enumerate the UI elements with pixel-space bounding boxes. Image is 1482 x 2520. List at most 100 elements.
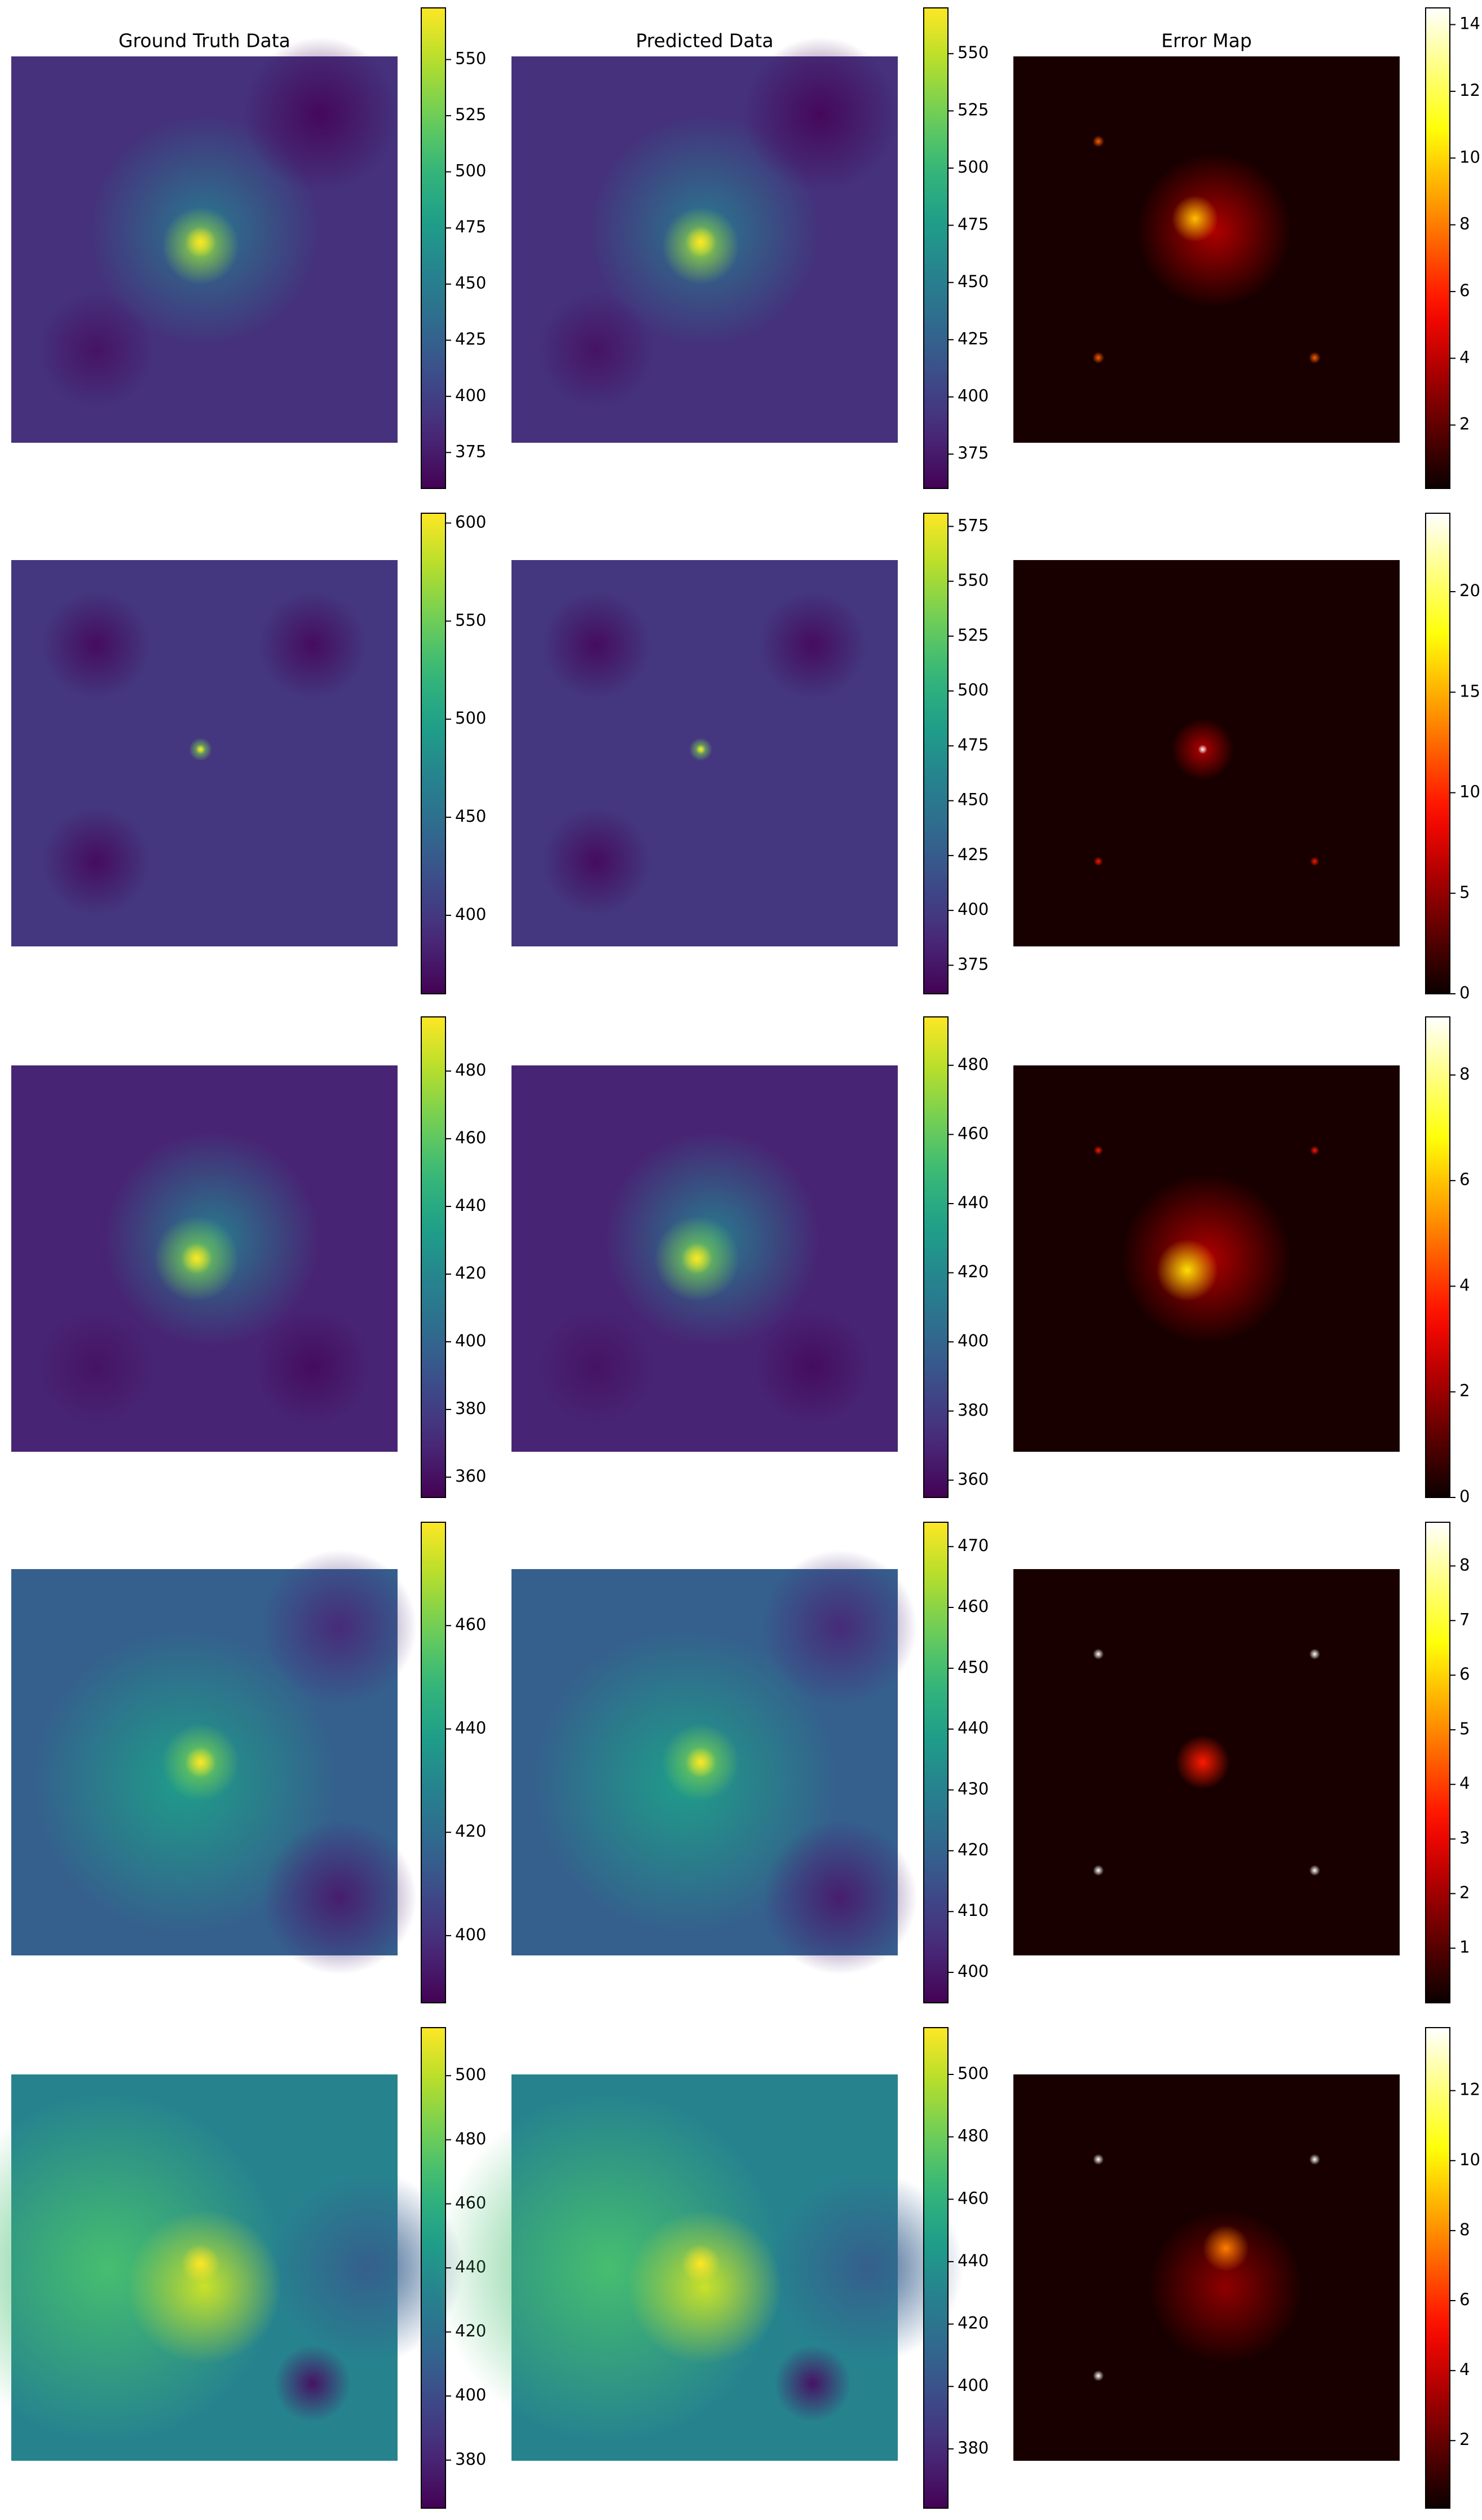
colorbar-tick-label: 575 [958, 516, 989, 535]
heatmap-feature [681, 2244, 720, 2283]
colorbar-tick-label: 600 [455, 512, 486, 531]
colorbar-tick-label: 380 [455, 2449, 486, 2469]
heatmap-feature [1093, 1146, 1103, 1155]
heatmap [0, 2074, 464, 2461]
colorbar-tick-label: 3 [1459, 1829, 1470, 1848]
heatmap-feature [1156, 1239, 1219, 1301]
colorbar-tick-label: 500 [958, 2064, 989, 2083]
colorbar-tick-label: 420 [958, 1840, 989, 1859]
heatmap-feature [1092, 352, 1104, 364]
colorbar-tick-label: 440 [958, 2251, 989, 2270]
colorbar-tick-label: 460 [455, 1128, 486, 1147]
colorbar-tick-label: 0 [1459, 983, 1470, 1002]
heatmap-feature [1093, 2370, 1104, 2381]
colorbar-tick-label: 480 [958, 2126, 989, 2145]
colorbar-tick-label: 450 [958, 272, 989, 291]
heatmap [511, 1549, 918, 1975]
colorbar-tick-label: 7 [1459, 1610, 1470, 1629]
heatmap-feature [542, 591, 651, 699]
heatmap-feature [762, 1549, 918, 1704]
colorbar-tick-label: 450 [958, 790, 989, 809]
heatmap-feature [1309, 1865, 1320, 1876]
colorbar-tick-label: 425 [455, 329, 486, 349]
subplot: 400 410 420 430 440 450 460 470 [511, 1522, 989, 2003]
heatmap-feature [1093, 1865, 1104, 1876]
colorbar-tick-label: 480 [958, 1055, 989, 1074]
heatmap-feature [1309, 2154, 1320, 2165]
colorbar-tick-label: 4 [1459, 347, 1470, 367]
colorbar-tick-label: 450 [455, 274, 486, 293]
heatmap-feature [685, 226, 717, 258]
colorbar-tick-label: 425 [958, 845, 989, 864]
heatmap-feature [681, 1243, 713, 1274]
colorbar-tick-label: 500 [455, 708, 486, 728]
colorbar-tick-label: 400 [958, 1962, 989, 1981]
colorbar-tick-label: 400 [455, 1925, 486, 1944]
heatmap-feature [743, 37, 898, 192]
colorbar-tick-label: 400 [455, 905, 486, 924]
colorbar-tick-label: 2 [1459, 415, 1470, 434]
colorbar-tick-label: 20 [1459, 581, 1480, 600]
colorbar-tick-label: 8 [1459, 214, 1470, 234]
heatmap-feature [758, 591, 867, 699]
colorbar-tick-label: 420 [455, 1822, 486, 1841]
colorbar-tick-label: 420 [455, 1263, 486, 1283]
heatmap [1013, 560, 1400, 946]
heatmap [434, 2074, 964, 2461]
subplot: 0 2 4 6 8 [1013, 1016, 1470, 1506]
subplot-title: Predicted Data [636, 30, 773, 52]
colorbar-tick-label: 460 [958, 1597, 989, 1616]
heatmap [11, 37, 398, 443]
colorbar-tick-label: 360 [455, 1466, 486, 1486]
heatmap-feature [1309, 1649, 1320, 1660]
colorbar-tick-label: 0 [1459, 1487, 1470, 1506]
heatmap-feature [185, 1747, 217, 1778]
heatmap-feature [181, 1243, 213, 1274]
heatmap-feature [685, 1747, 717, 1778]
subplot: 375 400 425 450 475 500 525 550 575 [511, 513, 989, 994]
colorbar-tick-label: 2 [1459, 1883, 1470, 1902]
colorbar-tick-label: 550 [455, 49, 486, 68]
heatmap-feature [1171, 195, 1219, 242]
heatmap-feature [42, 807, 151, 916]
colorbar-tick-label: 380 [958, 2438, 989, 2457]
subplot-title: Error Map [1161, 30, 1252, 52]
heatmap-feature [262, 1820, 417, 1975]
heatmap-feature [270, 2171, 464, 2364]
subplot: 400 450 500 550 600 [11, 512, 486, 994]
colorbar [1425, 1016, 1450, 1498]
heatmap-feature [542, 807, 651, 916]
heatmap-feature [770, 2171, 964, 2364]
colorbar-tick-label: 8 [1459, 2220, 1470, 2239]
heatmap [11, 1549, 417, 1975]
colorbar-tick-label: 460 [455, 1615, 486, 1634]
colorbar [421, 1016, 446, 1498]
colorbar-tick-label: 475 [958, 735, 989, 754]
heatmap-feature [1198, 744, 1207, 754]
colorbar-tick-label: 8 [1459, 1064, 1470, 1083]
heatmap-feature [38, 1309, 155, 1425]
heatmap-feature [196, 744, 205, 754]
heatmap-feature [181, 2244, 220, 2283]
colorbar-tick-label: 480 [455, 2129, 486, 2148]
colorbar-tick-label: 380 [958, 1400, 989, 1420]
colorbar-tick-label: 480 [455, 1060, 486, 1080]
colorbar-tick-label: 550 [455, 610, 486, 629]
colorbar-tick-label: 6 [1459, 281, 1470, 300]
subplot: 1 2 3 4 5 6 7 8 [1013, 1522, 1470, 2003]
heatmap-feature [627, 2209, 782, 2364]
heatmap-feature [262, 1549, 417, 1704]
colorbar-tick-label: 375 [958, 954, 989, 973]
colorbar [421, 1522, 446, 2003]
heatmap-feature [127, 2209, 282, 2364]
subplot: 360 380 400 420 440 460 480 [511, 1016, 989, 1498]
colorbar-tick-label: 375 [958, 443, 989, 462]
heatmap-feature [696, 744, 705, 754]
heatmap [11, 560, 398, 946]
colorbar-tick-label: 4 [1459, 1774, 1470, 1793]
heatmap [1013, 2074, 1400, 2461]
